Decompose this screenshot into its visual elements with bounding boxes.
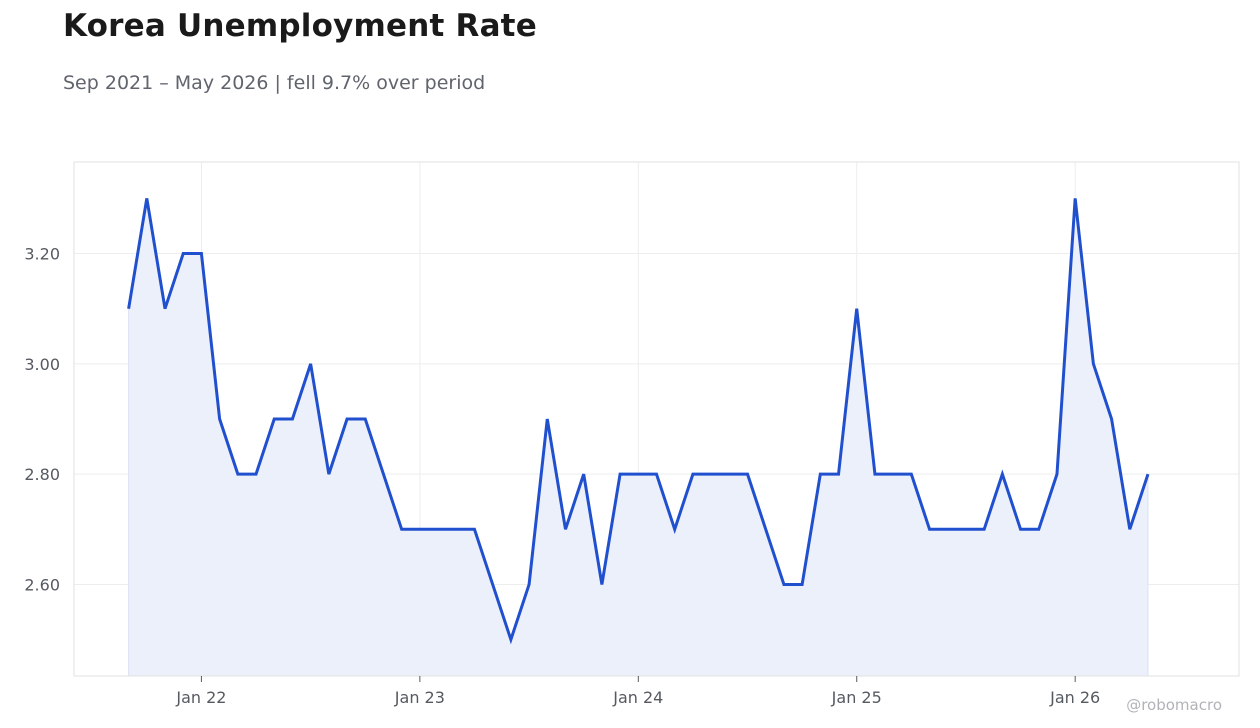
data-point [455, 528, 458, 531]
y-tick-label: 3.20 [24, 245, 60, 264]
data-point [819, 473, 822, 476]
line-layer [127, 197, 1150, 645]
data-point [164, 307, 167, 310]
data-point [1146, 473, 1149, 476]
data-point [382, 473, 385, 476]
data-point [655, 473, 658, 476]
data-point [1128, 528, 1131, 531]
data-point [255, 473, 258, 476]
x-axis-ticks: Jan 22 Jan 23 Jan 24 Jan 25 Jan 26 [175, 676, 1100, 707]
data-point [801, 583, 804, 586]
plot-frame [73, 161, 1240, 677]
data-point [691, 473, 694, 476]
y-tick-label: 2.80 [24, 465, 60, 484]
data-point [637, 473, 640, 476]
data-point [1110, 418, 1113, 421]
x-tick-label: Jan 24 [612, 688, 663, 707]
data-point [200, 252, 203, 255]
data-point [127, 307, 130, 310]
data-point [873, 473, 876, 476]
data-point [728, 473, 731, 476]
data-point [892, 473, 895, 476]
chart-subtitle: Sep 2021 – May 2026 | fell 9.7% over per… [63, 72, 486, 94]
data-point [218, 418, 221, 421]
y-axis-ticks: 2.60 2.80 3.00 3.20 [24, 245, 60, 595]
data-point [1055, 473, 1058, 476]
data-point [983, 528, 986, 531]
y-tick-label: 2.60 [24, 575, 60, 594]
data-point [964, 528, 967, 531]
data-point [346, 418, 349, 421]
data-point [782, 583, 785, 586]
data-point [764, 528, 767, 531]
data-point [418, 528, 421, 531]
data-point [928, 528, 931, 531]
data-point [491, 583, 494, 586]
x-tick-label: Jan 26 [1049, 688, 1100, 707]
chart-title: Korea Unemployment Rate [63, 8, 537, 44]
data-point [619, 473, 622, 476]
data-point [145, 197, 148, 200]
x-tick-label: Jan 23 [394, 688, 445, 707]
data-point [437, 528, 440, 531]
watermark: @robomacro [1126, 696, 1222, 714]
data-point [1092, 362, 1095, 365]
data-point [564, 528, 567, 531]
data-point [327, 473, 330, 476]
data-point [1037, 528, 1040, 531]
data-point [910, 473, 913, 476]
series-area-fill [128, 198, 1148, 676]
data-point [1001, 473, 1004, 476]
data-point [509, 638, 512, 641]
data-point [400, 528, 403, 531]
data-point [473, 528, 476, 531]
data-point [309, 362, 312, 365]
data-point [291, 418, 294, 421]
data-point [1074, 197, 1077, 200]
data-point [946, 528, 949, 531]
data-point [528, 583, 531, 586]
data-point [236, 473, 239, 476]
data-point [582, 473, 585, 476]
y-tick-label: 3.00 [24, 355, 60, 374]
data-point [600, 583, 603, 586]
x-tick-label: Jan 22 [175, 688, 226, 707]
data-point [1019, 528, 1022, 531]
data-point [673, 528, 676, 531]
data-point [746, 473, 749, 476]
data-point [273, 418, 276, 421]
data-point [546, 418, 549, 421]
data-point [710, 473, 713, 476]
frame-layer [73, 161, 1240, 677]
series-line [127, 198, 1150, 645]
data-point [837, 473, 840, 476]
data-point [364, 418, 367, 421]
x-tick-label: Jan 25 [831, 688, 882, 707]
data-point [855, 307, 858, 310]
data-point [182, 252, 185, 255]
area-layer [128, 198, 1149, 676]
